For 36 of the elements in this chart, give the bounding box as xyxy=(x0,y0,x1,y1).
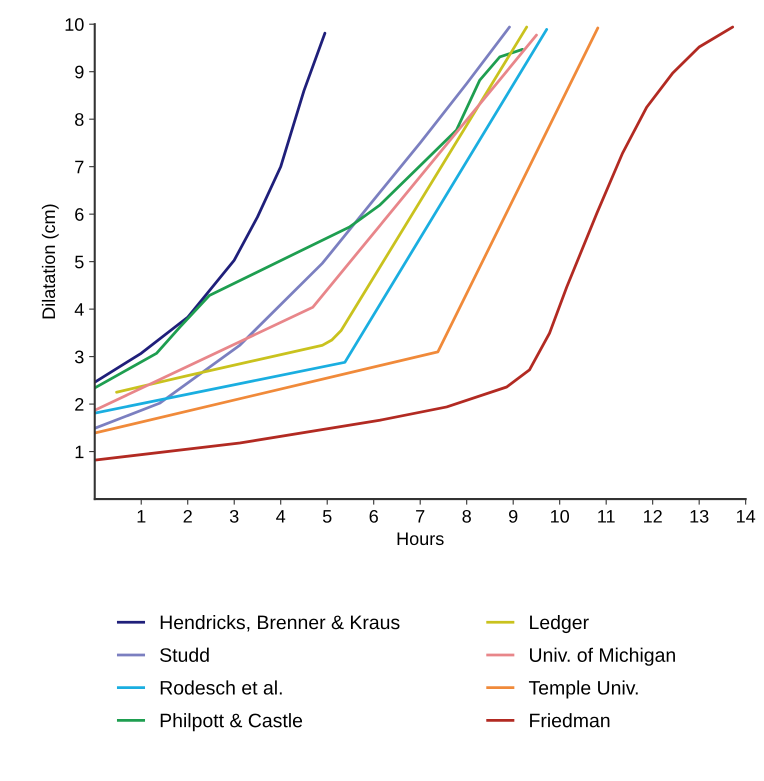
y-tick-label: 7 xyxy=(75,160,84,174)
x-tick-label: 10 xyxy=(551,510,570,523)
legend-label: Temple Univ. xyxy=(528,680,638,699)
x-tick-label: 4 xyxy=(276,510,286,523)
legend-label: Ledger xyxy=(530,614,589,634)
x-axis-title: Hours xyxy=(398,532,444,546)
x-tick-label: 13 xyxy=(690,510,708,523)
x-tick-label: 2 xyxy=(184,510,192,523)
x-tick-label: 1 xyxy=(138,510,146,523)
legend-label: Philpott & Castle xyxy=(160,713,302,732)
y-tick-label: 10 xyxy=(66,18,84,31)
y-tick-label: 2 xyxy=(75,398,84,411)
legend-label: Rodesch et al. xyxy=(160,680,282,695)
y-tick-label: 1 xyxy=(76,446,84,458)
x-tick-label: 6 xyxy=(370,510,378,523)
legend-label: Friedman xyxy=(530,713,610,728)
x-tick-label: 11 xyxy=(598,510,615,523)
x-tick-label: 12 xyxy=(644,510,662,523)
y-tick-label: 9 xyxy=(75,66,84,78)
legend-label: Univ. of Michigan xyxy=(530,648,675,666)
legend-label: Studd xyxy=(160,648,209,662)
y-tick-label: 3 xyxy=(74,350,84,364)
y-tick-label: 5 xyxy=(75,256,84,268)
y-tick-label: 4 xyxy=(74,303,84,316)
x-tick-label: 8 xyxy=(462,510,471,523)
x-tick-label: 14 xyxy=(737,510,756,523)
x-tick-label: 5 xyxy=(322,510,332,523)
line-series xyxy=(94,26,734,462)
x-tick-label: 7 xyxy=(416,510,424,523)
y-tick-label: 8 xyxy=(75,113,84,126)
x-tick-label: 9 xyxy=(509,510,518,523)
line-series xyxy=(94,32,326,384)
x-tick-label: 3 xyxy=(230,510,238,523)
y-axis-title: Dilatation (cm) xyxy=(42,204,59,318)
y-tick-label: 6 xyxy=(75,208,84,221)
legend-label: Hendricks, Brenner & Kraus xyxy=(160,614,400,632)
